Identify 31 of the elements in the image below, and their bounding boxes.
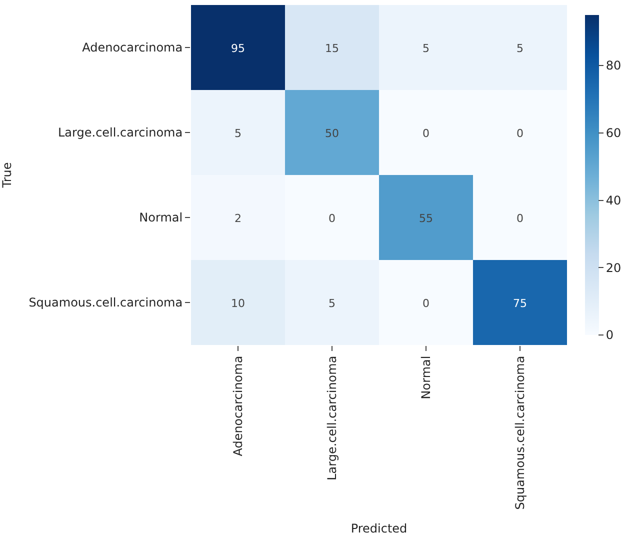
data-label: 15 [325,42,339,55]
y-axis-title: True [0,162,14,189]
data-label: 5 [234,126,242,140]
data-label: 2 [234,212,242,225]
color-bar-label: 80 [606,58,622,73]
x-tick-label: Large.cell.carcinoma [324,356,339,480]
x-tick-label: Normal [418,356,433,400]
color-bar-label: 40 [606,193,622,208]
data-label: 0 [328,212,336,225]
color-bar-label: 20 [606,260,622,275]
x-tick-label: Squamous.cell.carcinoma [512,356,527,510]
x-axis-title: Predicted [350,522,408,536]
y-tick-label: Adenocarcinoma [82,40,183,55]
data-label: 0 [422,126,430,140]
data-label: 0 [516,212,524,225]
y-tick-label: Large.cell.carcinoma [58,126,183,140]
data-label: 0 [422,296,430,310]
data-label: 5 [422,42,430,55]
x-tick-label: Adenocarcinoma [230,356,245,456]
y-tick-label: Normal [139,210,183,225]
data-label: 55 [419,212,433,225]
data-label: 5 [328,296,336,310]
color-bar-label: 60 [606,126,622,140]
data-label: 50 [325,126,339,140]
data-label: 75 [513,296,527,310]
data-label: 0 [516,126,524,140]
color-bar-label: 0 [606,328,614,342]
y-tick-label: Squamous.cell.carcinoma [28,296,183,310]
data-label: 95 [231,42,245,55]
data-label: 5 [516,42,524,55]
data-label: 10 [231,296,245,310]
